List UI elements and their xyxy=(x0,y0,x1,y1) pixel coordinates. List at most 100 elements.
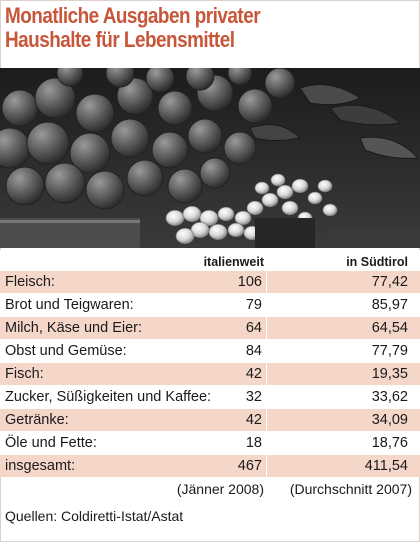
table-header: italienweit in Südtirol xyxy=(0,250,420,270)
onion xyxy=(175,228,195,244)
onion xyxy=(165,210,185,226)
onion xyxy=(182,206,202,222)
note-suedtirol: (Durchschnitt 2007) xyxy=(289,481,412,497)
column-divider xyxy=(266,294,267,316)
value-italienweit: 79 xyxy=(245,297,262,313)
value-suedtirol: 34,09 xyxy=(371,412,408,428)
tomato xyxy=(116,77,154,115)
onion xyxy=(307,191,323,205)
tomato xyxy=(227,68,253,86)
column-divider xyxy=(266,317,267,339)
onion xyxy=(234,210,252,226)
onion xyxy=(317,179,333,193)
value-italienweit: 32 xyxy=(245,389,262,405)
tomato-pile xyxy=(0,68,296,210)
value-italienweit: 18 xyxy=(245,435,262,451)
table-row: Brot und Teigwaren: 79 85,97 xyxy=(0,293,420,316)
row-label: Fleisch: xyxy=(5,274,55,290)
title-line-2: Haushalte für Lebensmittel xyxy=(5,27,235,52)
row-label: Fisch: xyxy=(5,366,44,382)
basket-edge xyxy=(0,218,420,248)
value-suedtirol: 19,35 xyxy=(371,366,408,382)
tomato xyxy=(126,159,164,197)
tomato xyxy=(5,166,45,206)
tomato xyxy=(26,121,70,165)
onion xyxy=(276,184,294,200)
onion xyxy=(208,224,228,240)
value-italienweit: 106 xyxy=(237,274,262,290)
value-italienweit: 42 xyxy=(245,412,262,428)
column-divider xyxy=(266,363,267,385)
tomato xyxy=(157,90,193,126)
tomato xyxy=(69,132,111,174)
onion xyxy=(227,222,245,238)
tomato xyxy=(223,131,257,165)
tomato xyxy=(167,168,203,204)
tomato xyxy=(199,157,231,189)
onion xyxy=(254,181,270,195)
column-divider xyxy=(266,340,267,362)
tomato xyxy=(264,68,296,99)
value-italienweit: 64 xyxy=(245,320,262,336)
note-italienweit: (Jänner 2008) xyxy=(176,481,264,497)
vegetable-market-photo xyxy=(0,68,420,248)
tomato xyxy=(185,68,215,91)
table-row: Milch, Käse und Eier: 64 64,54 xyxy=(0,316,420,339)
value-italienweit: 84 xyxy=(245,343,262,359)
column-divider xyxy=(266,432,267,454)
tomato xyxy=(110,118,150,158)
table-row: Fleisch: 106 77,42 xyxy=(0,270,420,293)
table-row: Fisch: 42 19,35 xyxy=(0,362,420,385)
row-label: Getränke: xyxy=(5,412,69,428)
title-line-1: Monatliche Ausgaben privater xyxy=(5,3,261,28)
tomato xyxy=(145,68,175,93)
tomato xyxy=(1,89,39,127)
value-suedtirol: 85,97 xyxy=(371,297,408,313)
onion xyxy=(246,200,264,216)
onion xyxy=(270,173,286,187)
onion xyxy=(199,210,219,226)
tomato xyxy=(187,118,223,154)
row-label: Obst und Gemüse: xyxy=(5,343,127,359)
chart-title: Monatliche Ausgaben privater Haushalte f… xyxy=(5,4,358,52)
value-suedtirol: 18,76 xyxy=(371,435,408,451)
onion xyxy=(217,206,235,222)
onion xyxy=(281,200,299,216)
tomato xyxy=(151,131,189,169)
column-divider xyxy=(266,409,267,431)
column-header-italienweit: italienweit xyxy=(203,255,264,269)
table-notes: (Jänner 2008) (Durchschnitt 2007) xyxy=(0,477,420,501)
value-suedtirol: 77,79 xyxy=(371,343,408,359)
photo-illustration xyxy=(0,68,420,248)
tomato xyxy=(75,93,115,133)
herb-leaves xyxy=(249,84,420,159)
row-label: Öle und Fette: xyxy=(5,435,97,451)
column-header-suedtirol: in Südtirol xyxy=(346,255,408,269)
tomato xyxy=(34,77,76,119)
row-label: insgesamt: xyxy=(5,458,76,474)
table-row: Obst und Gemüse: 84 77,79 xyxy=(0,339,420,362)
table-row: Zucker, Süßigkeiten und Kaffee: 32 33,62 xyxy=(0,385,420,408)
row-label: Brot und Teigwaren: xyxy=(5,297,134,313)
value-suedtirol: 77,42 xyxy=(371,274,408,290)
tomato xyxy=(85,170,125,210)
expenses-table: italienweit in Südtirol Fleisch: 106 77,42… xyxy=(0,250,420,501)
tomato xyxy=(44,162,86,204)
value-italienweit: 467 xyxy=(237,458,262,474)
row-label: Milch, Käse und Eier: xyxy=(5,320,143,336)
table-row: insgesamt: 467 411,54 xyxy=(0,454,420,477)
value-suedtirol: 411,54 xyxy=(364,458,408,474)
row-label: Zucker, Süßigkeiten und Kaffee: xyxy=(5,389,212,405)
tomato xyxy=(56,68,84,87)
source-note: Quellen: Coldiretti-Istat/Astat xyxy=(5,508,184,524)
value-suedtirol: 64,54 xyxy=(371,320,408,336)
column-divider xyxy=(266,455,267,477)
value-suedtirol: 33,62 xyxy=(371,389,408,405)
table-row: Öle und Fette: 18 18,76 xyxy=(0,431,420,454)
column-divider xyxy=(266,386,267,408)
tomato xyxy=(105,68,135,88)
tomato xyxy=(237,88,273,124)
table-row: Getränke: 42 34,09 xyxy=(0,408,420,431)
onion xyxy=(291,178,309,194)
onion xyxy=(322,203,338,217)
